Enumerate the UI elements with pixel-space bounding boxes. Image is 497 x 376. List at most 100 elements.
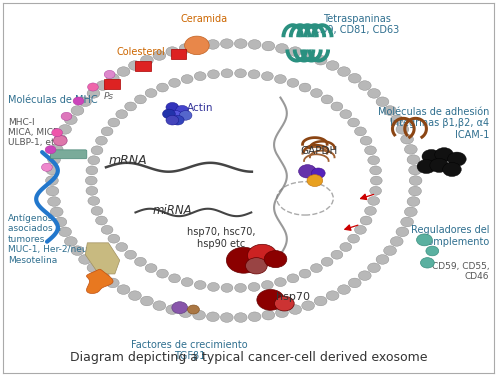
- Circle shape: [194, 72, 206, 80]
- Circle shape: [354, 127, 366, 136]
- Circle shape: [405, 144, 417, 154]
- Circle shape: [261, 72, 273, 80]
- Circle shape: [354, 225, 366, 234]
- Circle shape: [370, 176, 382, 185]
- Circle shape: [208, 70, 219, 79]
- Circle shape: [187, 305, 199, 314]
- Circle shape: [179, 308, 192, 318]
- Circle shape: [85, 176, 97, 185]
- Circle shape: [87, 83, 98, 91]
- Circle shape: [401, 217, 414, 227]
- Circle shape: [46, 176, 58, 185]
- Circle shape: [274, 296, 294, 311]
- Circle shape: [73, 97, 84, 105]
- Text: mRNA: mRNA: [108, 154, 147, 167]
- Circle shape: [52, 129, 63, 137]
- Circle shape: [45, 146, 56, 154]
- Circle shape: [307, 175, 323, 186]
- Circle shape: [59, 227, 72, 237]
- Circle shape: [390, 237, 403, 246]
- Circle shape: [168, 79, 180, 87]
- Circle shape: [235, 284, 247, 293]
- Polygon shape: [85, 243, 120, 274]
- Circle shape: [221, 69, 233, 78]
- Circle shape: [157, 83, 168, 92]
- Circle shape: [106, 278, 119, 288]
- Circle shape: [348, 278, 361, 288]
- Circle shape: [326, 291, 339, 300]
- Circle shape: [116, 243, 128, 252]
- Text: Ps: Ps: [103, 92, 114, 101]
- Circle shape: [321, 257, 333, 266]
- Circle shape: [171, 115, 184, 125]
- Circle shape: [141, 55, 153, 65]
- Circle shape: [135, 257, 146, 266]
- Text: hsp70, hsc70,
hsp90 etc: hsp70, hsc70, hsp90 etc: [187, 227, 256, 249]
- Circle shape: [235, 69, 247, 78]
- Circle shape: [96, 271, 109, 280]
- Circle shape: [86, 166, 98, 175]
- Circle shape: [227, 247, 261, 273]
- Text: GAPDH: GAPDH: [300, 146, 337, 156]
- Circle shape: [337, 67, 350, 76]
- Circle shape: [220, 313, 233, 322]
- Circle shape: [248, 70, 260, 79]
- Circle shape: [181, 277, 193, 287]
- Circle shape: [145, 89, 157, 97]
- Circle shape: [50, 207, 63, 217]
- Text: CD59, CD55,
CD46: CD59, CD55, CD46: [432, 262, 490, 282]
- Circle shape: [87, 263, 100, 273]
- Circle shape: [101, 225, 113, 234]
- Circle shape: [407, 155, 420, 164]
- Circle shape: [95, 216, 107, 225]
- FancyBboxPatch shape: [171, 49, 186, 59]
- Circle shape: [443, 162, 461, 176]
- Text: Colesterol: Colesterol: [116, 47, 165, 57]
- Circle shape: [166, 102, 179, 112]
- Circle shape: [274, 74, 286, 83]
- Circle shape: [368, 263, 380, 273]
- Circle shape: [145, 264, 157, 273]
- Circle shape: [71, 246, 84, 255]
- Circle shape: [54, 217, 67, 227]
- Circle shape: [54, 135, 67, 144]
- Circle shape: [61, 112, 72, 120]
- Circle shape: [71, 106, 84, 115]
- Circle shape: [166, 47, 179, 56]
- Circle shape: [299, 269, 311, 278]
- Circle shape: [207, 39, 219, 49]
- Circle shape: [417, 159, 436, 174]
- Circle shape: [179, 111, 192, 120]
- Circle shape: [370, 186, 382, 195]
- Circle shape: [207, 312, 219, 321]
- Circle shape: [153, 301, 166, 311]
- Circle shape: [116, 110, 128, 119]
- Circle shape: [48, 155, 61, 164]
- Circle shape: [135, 95, 146, 104]
- Circle shape: [117, 67, 130, 76]
- Circle shape: [184, 36, 209, 55]
- Text: MHC-I
MICA, MICB,
ULBP-1, etc: MHC-I MICA, MICB, ULBP-1, etc: [7, 118, 62, 147]
- Circle shape: [340, 110, 352, 119]
- Circle shape: [358, 81, 371, 90]
- Circle shape: [430, 158, 448, 173]
- Circle shape: [409, 165, 421, 175]
- Text: Diagram depicting a typical cancer-cell derived exosome: Diagram depicting a typical cancer-cell …: [70, 351, 427, 364]
- Text: Ceramida: Ceramida: [181, 14, 228, 24]
- Circle shape: [129, 291, 141, 300]
- Circle shape: [390, 115, 403, 124]
- Circle shape: [166, 115, 179, 125]
- Circle shape: [348, 118, 359, 127]
- Circle shape: [447, 152, 466, 166]
- Circle shape: [262, 310, 275, 320]
- Polygon shape: [86, 269, 113, 294]
- FancyBboxPatch shape: [104, 79, 120, 89]
- Circle shape: [368, 156, 380, 165]
- Circle shape: [435, 148, 453, 162]
- Circle shape: [376, 97, 389, 106]
- Circle shape: [314, 55, 327, 65]
- Circle shape: [91, 206, 103, 215]
- Circle shape: [312, 168, 325, 178]
- Circle shape: [53, 135, 67, 146]
- Circle shape: [234, 39, 247, 49]
